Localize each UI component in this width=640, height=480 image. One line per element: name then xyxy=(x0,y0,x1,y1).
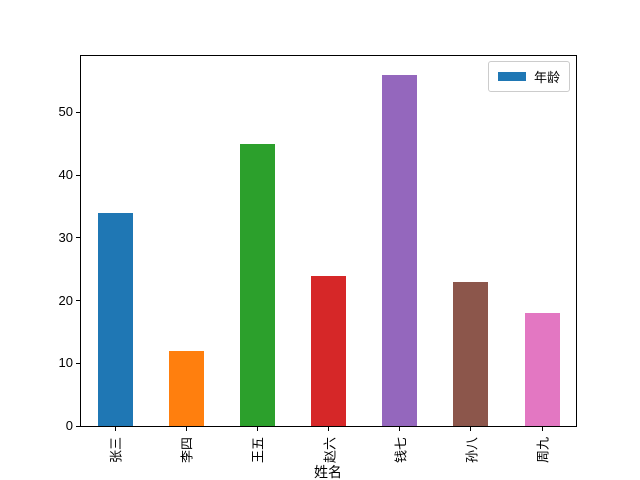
plot-area: 0 10 20 30 40 50 张三 李四 王五 赵六 钱七 孙八 周九 年龄 xyxy=(59,55,577,463)
x-tick-label: 王五 xyxy=(250,436,266,464)
x-axis-label: 姓名 xyxy=(314,464,342,480)
x-tick-label: 孙八 xyxy=(464,436,480,464)
y-tick-label: 40 xyxy=(58,167,73,183)
bar xyxy=(382,74,418,426)
y-tick xyxy=(76,237,80,239)
x-tick-label: 张三 xyxy=(108,436,124,464)
y-tick xyxy=(76,362,80,364)
bar xyxy=(311,275,346,426)
bar xyxy=(524,313,560,426)
x-tick-label: 李四 xyxy=(179,436,195,464)
x-tick xyxy=(114,427,116,431)
bar xyxy=(239,143,275,426)
x-tick-label: 钱七 xyxy=(393,436,409,464)
y-tick-label: 20 xyxy=(58,292,73,308)
legend: 年龄 xyxy=(487,61,570,92)
y-tick xyxy=(76,174,80,176)
x-tick-label: 赵六 xyxy=(322,436,337,464)
legend-swatch xyxy=(497,72,526,81)
bar xyxy=(97,212,133,426)
y-tick xyxy=(76,300,80,302)
y-tick xyxy=(76,425,80,427)
bar xyxy=(168,350,204,426)
x-tick xyxy=(256,427,258,431)
x-tick xyxy=(470,427,472,431)
x-tick xyxy=(541,427,543,431)
bar xyxy=(453,281,489,426)
x-tick-label: 周九 xyxy=(535,436,551,464)
x-tick xyxy=(399,427,401,431)
y-tick xyxy=(76,111,80,113)
legend-label: 年龄 xyxy=(533,70,560,85)
x-tick xyxy=(185,427,187,431)
x-tick xyxy=(328,427,329,431)
y-tick-label: 10 xyxy=(58,355,73,371)
y-tick-label: 30 xyxy=(58,229,73,245)
y-tick-label: 50 xyxy=(58,104,73,120)
y-tick-label: 0 xyxy=(65,418,73,433)
